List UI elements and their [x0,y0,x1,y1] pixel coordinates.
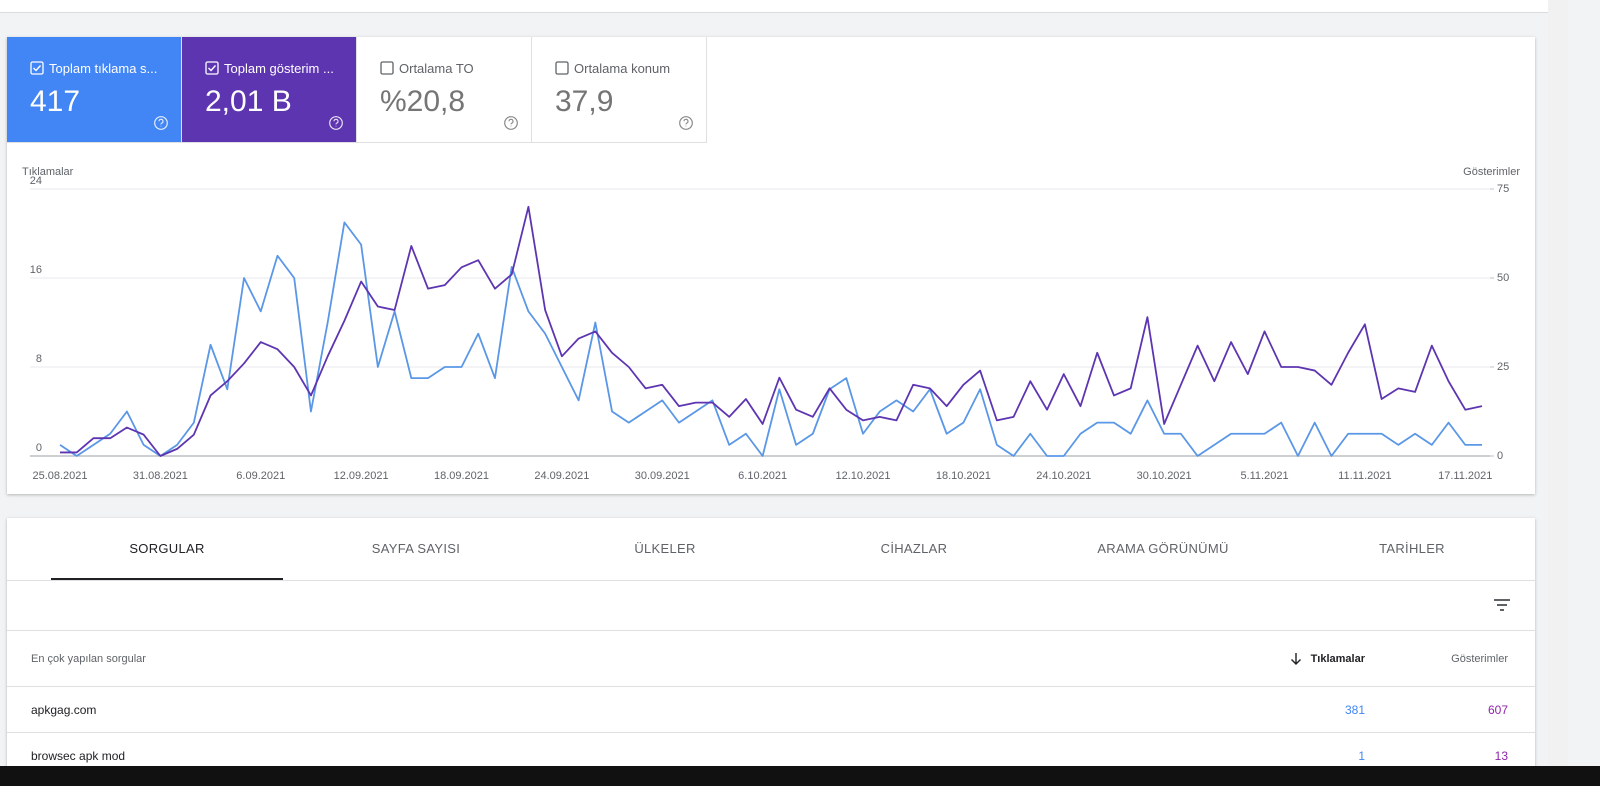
checkbox-box [205,61,219,75]
card-value: 417 [30,85,81,118]
card-label: Toplam tıklama s... [49,61,158,76]
clicks-header[interactable]: Tıklamalar [1310,653,1365,665]
tab[interactable]: SORGULAR [129,541,205,556]
impressions-cell: 607 [1487,703,1508,717]
help-mark [683,118,689,127]
table-header: En çok yapılan sorgular Tıklamalar Göste… [7,630,1535,687]
checkbox[interactable] [380,61,394,75]
tab-indicator [51,578,283,580]
impressions-cell: 13 [1494,749,1508,763]
tab[interactable]: TARİHLER [1379,541,1445,556]
filter-icon[interactable] [1493,596,1511,614]
checkbox-box [555,61,569,75]
clicks-cell: 381 [1344,703,1365,717]
card-value: %20,8 [380,85,466,118]
help-circle [329,116,343,130]
clicks-cell: 1 [1358,749,1365,763]
taskbar [0,766,1600,786]
query-cell: browsec apk mod [31,749,126,763]
tab[interactable]: ARAMA GÖRÜNÜMÜ [1097,541,1229,556]
help-icon[interactable] [678,115,694,131]
impressions-header[interactable]: Gösterimler [1451,653,1508,665]
card-label: Ortalama TO [399,61,474,76]
tab[interactable]: SAYFA SAYISI [371,541,461,556]
checkbox[interactable] [205,61,219,75]
help-circle [504,116,518,130]
help-icon[interactable] [503,115,519,131]
metric-card[interactable]: Toplam gösterim ... 2,01 B [182,37,357,143]
checkbox-box [380,61,394,75]
tab[interactable]: CİHAZLAR [880,541,948,556]
card-value: 2,01 B [205,85,292,118]
performance-panel: Toplam tıklama s... 417 Toplam gösterim ..… [7,37,1535,494]
metric-card[interactable]: Toplam tıklama s... 417 [7,37,182,143]
help-icon[interactable] [328,115,344,131]
query-header: En çok yapılan sorgular [31,653,146,665]
query-cell: apkgag.com [31,703,97,717]
help-mark [158,118,164,127]
help-circle [679,116,693,130]
help-icon[interactable] [153,115,169,131]
checkbox[interactable] [555,61,569,75]
checkbox[interactable] [30,61,44,75]
top-bar [0,0,1548,13]
sort-arrow [1291,653,1301,665]
scrollbar [1548,0,1568,766]
tab[interactable]: ÜLKELER [634,541,696,556]
checkbox-tick [208,65,217,72]
checkbox-tick [33,65,42,72]
metric-card[interactable]: Ortalama konum 37,9 [532,37,707,143]
help-mark [508,118,514,127]
help-circle [154,116,168,130]
filter-row [7,580,1535,631]
table-panel: SORGULAR SAYFA SAYISI ÜLKELER CİHAZLAR ARAMA… [7,518,1535,778]
table-row[interactable]: browsec apk mod 1 13 [7,732,1535,779]
card-value: 37,9 [555,85,614,118]
table-row[interactable]: apkgag.com 381 607 [7,686,1535,733]
checkbox-box [30,61,44,75]
metric-card[interactable]: Ortalama TO %20,8 [357,37,532,143]
card-label: Ortalama konum [574,61,671,76]
help-mark [333,118,339,127]
card-label: Toplam gösterim ... [224,61,334,76]
